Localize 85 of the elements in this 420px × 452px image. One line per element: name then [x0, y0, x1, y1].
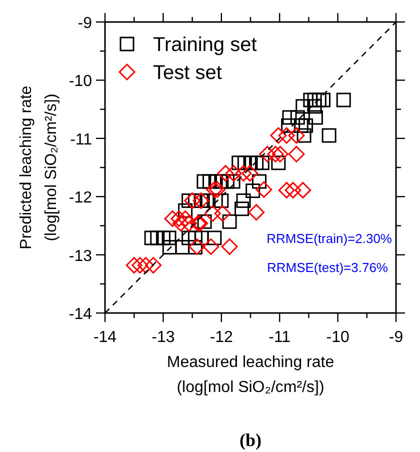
- point: [178, 203, 193, 218]
- point: [162, 240, 177, 254]
- point: [196, 174, 212, 189]
- point: [177, 210, 194, 227]
- x-axis-title: Measured leaching rate (log[mol SiO₂/cm²/s]): [166, 354, 334, 396]
- annotation: RRMSE(test)=3.76%: [266, 260, 388, 275]
- point: [284, 182, 302, 198]
- point: [188, 238, 206, 255]
- point: [281, 118, 296, 133]
- point: [126, 257, 142, 274]
- text: (b): [240, 430, 262, 450]
- point: [278, 182, 295, 198]
- point: [246, 184, 260, 198]
- point: [236, 193, 251, 208]
- point: [204, 205, 221, 222]
- point: [296, 99, 310, 114]
- point: [248, 204, 265, 221]
- point: [150, 230, 165, 246]
- point: [164, 210, 181, 227]
- point: [206, 181, 223, 198]
- point: [156, 230, 170, 246]
- point: [209, 181, 226, 198]
- x-tick-label: -10: [326, 329, 350, 346]
- point: [226, 174, 240, 189]
- point: [225, 165, 242, 182]
- point: [221, 238, 238, 255]
- point: [288, 127, 305, 144]
- y-tick-label: -12: [68, 190, 92, 207]
- x-tick-label: -14: [93, 329, 117, 346]
- x-tick-label: -12: [210, 329, 234, 346]
- point: [322, 128, 336, 143]
- point: [170, 210, 188, 227]
- point: [214, 205, 231, 222]
- point: [307, 99, 322, 114]
- y-tick-label: -14: [68, 306, 92, 323]
- point: [222, 214, 237, 229]
- point: [282, 110, 297, 125]
- point: [184, 192, 201, 209]
- point: [271, 156, 286, 170]
- y-tick-label: -9: [78, 15, 92, 32]
- point: [298, 118, 314, 133]
- point: [202, 238, 220, 255]
- y-tick-label: -11: [70, 131, 92, 148]
- point: [188, 240, 202, 254]
- point: [172, 215, 189, 232]
- point: [336, 92, 351, 108]
- point: [132, 257, 148, 274]
- point: [267, 146, 284, 162]
- point: [270, 127, 287, 144]
- point: [145, 257, 162, 274]
- point: [243, 156, 258, 170]
- point: [256, 181, 272, 198]
- x-tick-label: -13: [152, 329, 175, 346]
- x-tick-label: -11: [268, 329, 291, 346]
- point: [175, 240, 190, 254]
- point: [254, 156, 270, 170]
- y-tick-label: -13: [68, 248, 92, 265]
- x-tick-label: -9: [388, 329, 404, 346]
- point: [217, 165, 234, 182]
- point: [308, 110, 323, 125]
- y-axis-title: Predicted leaching rate (log[mol SiO₂/cm²/s]): [18, 86, 60, 250]
- legend-label: Test set: [153, 62, 222, 84]
- point: [162, 230, 176, 246]
- point: [137, 257, 154, 274]
- point: [242, 165, 258, 182]
- point: [144, 230, 159, 246]
- point: [234, 202, 250, 216]
- point: [296, 128, 312, 143]
- annotation: RRMSE(train)=2.30%: [266, 231, 392, 246]
- point: [197, 214, 212, 229]
- y-tick-label: -10: [68, 73, 92, 90]
- point: [278, 127, 295, 144]
- point: [214, 193, 229, 208]
- point: [232, 156, 246, 170]
- point: [180, 215, 198, 232]
- point: [272, 146, 288, 162]
- point: [259, 146, 276, 162]
- legend-label: Training set: [153, 34, 258, 56]
- point: [294, 182, 312, 198]
- point: [288, 146, 305, 162]
- point: [207, 230, 222, 246]
- point: [252, 174, 266, 189]
- point: [312, 92, 326, 108]
- point: [235, 165, 252, 182]
- point: [290, 110, 305, 125]
